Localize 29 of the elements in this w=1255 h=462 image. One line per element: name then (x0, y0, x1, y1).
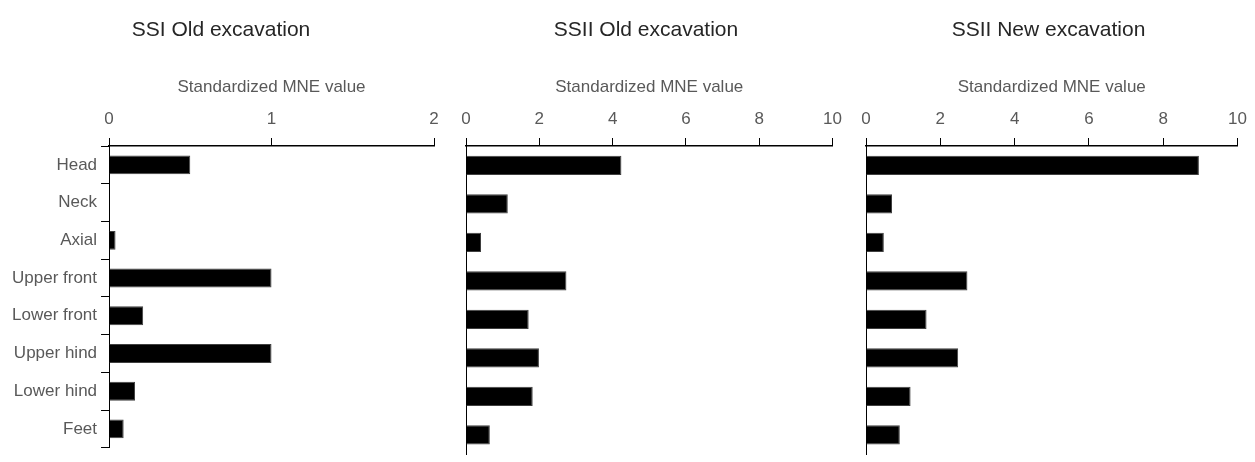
x-tick-label: 4 (1009, 109, 1020, 129)
x-tick-label: 1 (266, 109, 277, 129)
y-tick-label: Upper front (11, 267, 98, 287)
chart-title: SSI Old excavation (131, 17, 311, 41)
x-tick-label: 2 (534, 109, 545, 129)
chart-title: SSII New excavation (951, 17, 1146, 41)
x-tick-label: 0 (461, 109, 471, 129)
x-tick-label: 2 (935, 109, 946, 129)
x-tick-label: 8 (754, 109, 764, 129)
y-tick-label: Feet (63, 418, 98, 438)
x-tick-label: 0 (861, 109, 871, 129)
x-axis-title: Standardized MNE value (177, 77, 366, 97)
y-tick-label: Head (56, 154, 98, 174)
y-tick-label: Lower front (11, 305, 98, 325)
x-axis-title: Standardized MNE value (555, 77, 744, 97)
y-tick-label: Lower hind (13, 380, 98, 400)
chart-title: SSII Old excavation (553, 17, 739, 41)
x-tick-label: 2 (429, 109, 439, 129)
x-tick-label: 4 (607, 109, 618, 129)
y-tick-label: Upper hind (13, 343, 98, 363)
y-tick-label: Neck (58, 192, 98, 212)
x-tick-label: 0 (104, 109, 114, 129)
x-tick-label: 6 (1084, 109, 1094, 129)
x-axis-title: Standardized MNE value (957, 77, 1146, 97)
x-tick-label: 8 (1158, 109, 1168, 129)
x-tick-label: 10 (823, 109, 843, 129)
x-tick-label: 6 (681, 109, 691, 129)
x-tick-label: 10 (1228, 109, 1248, 129)
y-tick-label: Axial (60, 230, 98, 249)
